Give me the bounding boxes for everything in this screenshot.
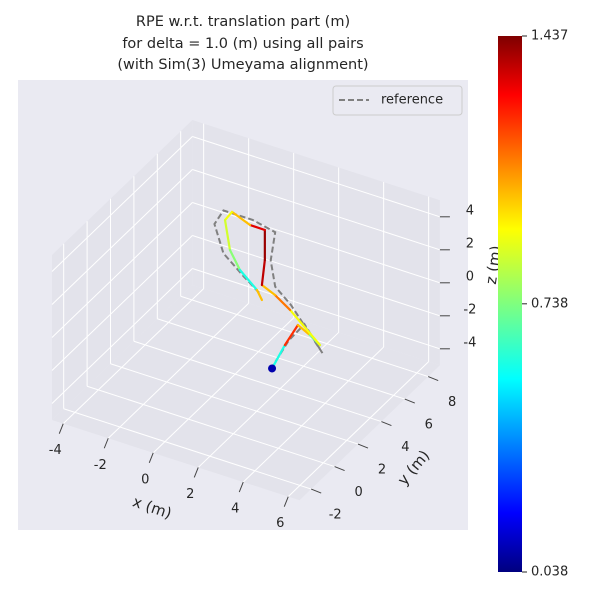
x-tick-label: 2 bbox=[186, 487, 194, 502]
floor-pane bbox=[52, 285, 440, 501]
legend-label: reference bbox=[381, 93, 443, 108]
y-tick bbox=[404, 398, 415, 404]
grid-line bbox=[51, 169, 193, 305]
grid-line bbox=[192, 202, 441, 284]
grid-line bbox=[51, 202, 193, 338]
panes bbox=[51, 120, 450, 507]
grid-line bbox=[192, 268, 441, 350]
x-tick-label: 4 bbox=[231, 502, 239, 517]
trajectory-segment bbox=[230, 210, 252, 227]
grid-line bbox=[180, 295, 429, 378]
z-tick-label: 4 bbox=[466, 203, 474, 218]
chart-title: RPE w.r.t. translation part (m) bbox=[136, 14, 350, 30]
x-tick bbox=[103, 438, 109, 449]
x-tick bbox=[238, 481, 244, 493]
grid-line bbox=[192, 136, 441, 218]
legend-box bbox=[332, 85, 463, 116]
grid-line bbox=[63, 408, 312, 490]
grid-line bbox=[51, 268, 193, 404]
trajectory-segment bbox=[223, 218, 232, 252]
chart-title: for delta = 1.0 (m) using all pairs bbox=[122, 36, 363, 52]
grid-line bbox=[157, 318, 405, 400]
x-tick bbox=[58, 423, 64, 434]
trajectory-segment bbox=[283, 323, 300, 347]
grid-line bbox=[152, 317, 294, 454]
legend: reference bbox=[332, 85, 463, 116]
grid-line bbox=[242, 346, 384, 483]
y-tick-label: 2 bbox=[378, 463, 386, 478]
y-tick bbox=[311, 488, 322, 494]
z-tick-label: 0 bbox=[466, 269, 474, 284]
plot-area bbox=[213, 209, 324, 373]
trajectory-segment bbox=[238, 268, 259, 292]
trajectory-segment bbox=[255, 288, 264, 302]
grid-line bbox=[51, 235, 193, 371]
grid-line bbox=[51, 136, 193, 272]
grid-line bbox=[192, 169, 441, 251]
trajectory-segment bbox=[273, 293, 292, 312]
trajectory-segment bbox=[223, 210, 234, 222]
y-tick-label: -2 bbox=[329, 508, 342, 523]
colorbar bbox=[498, 36, 522, 572]
x-tick-label: -4 bbox=[49, 443, 62, 458]
grid-line bbox=[133, 340, 382, 423]
z-tick-label: -4 bbox=[463, 335, 476, 350]
grid-line bbox=[62, 288, 204, 425]
x-tick-label: 6 bbox=[276, 516, 284, 531]
x-tick bbox=[283, 496, 289, 507]
grid-line bbox=[110, 363, 359, 445]
grid-line bbox=[107, 302, 249, 439]
trajectory-segment bbox=[288, 308, 322, 347]
y-tick-label: 0 bbox=[354, 485, 362, 500]
y-tick bbox=[357, 443, 369, 449]
start-marker bbox=[268, 364, 277, 373]
x-tick-label: 0 bbox=[141, 472, 149, 487]
y-tick bbox=[428, 376, 439, 382]
trajectory-segment bbox=[270, 343, 286, 370]
y-tick bbox=[381, 421, 392, 427]
trajectory-segment bbox=[260, 258, 266, 287]
x-tick bbox=[193, 467, 199, 478]
trajectory-segment bbox=[248, 223, 266, 232]
y-tick-label: 8 bbox=[448, 395, 456, 410]
trajectory-segment bbox=[296, 323, 311, 337]
grid-line bbox=[86, 385, 335, 468]
y-tick-label: 6 bbox=[425, 418, 433, 433]
colorbar-axis: 0.038 0.738 1.437 bbox=[522, 29, 568, 580]
colorbar-tick-label: 0.738 bbox=[531, 296, 568, 311]
chart-title: (with Sim(3) Umeyama alignment) bbox=[117, 57, 368, 73]
x-tick-label: -2 bbox=[94, 458, 107, 473]
colorbar-tick-label: 1.437 bbox=[531, 29, 568, 44]
colorbar-tick-label: 0.038 bbox=[531, 565, 568, 580]
z-tick-label: 2 bbox=[466, 236, 474, 251]
x-tick bbox=[148, 452, 154, 464]
y-tick-label: 4 bbox=[401, 440, 409, 455]
trajectory-segment bbox=[228, 248, 241, 271]
y-tick bbox=[334, 466, 345, 472]
grid-line bbox=[287, 361, 429, 498]
trajectory-segment bbox=[260, 283, 277, 297]
z-tick-label: -2 bbox=[463, 302, 476, 317]
grid-line bbox=[192, 235, 441, 317]
grid-line bbox=[197, 332, 339, 468]
